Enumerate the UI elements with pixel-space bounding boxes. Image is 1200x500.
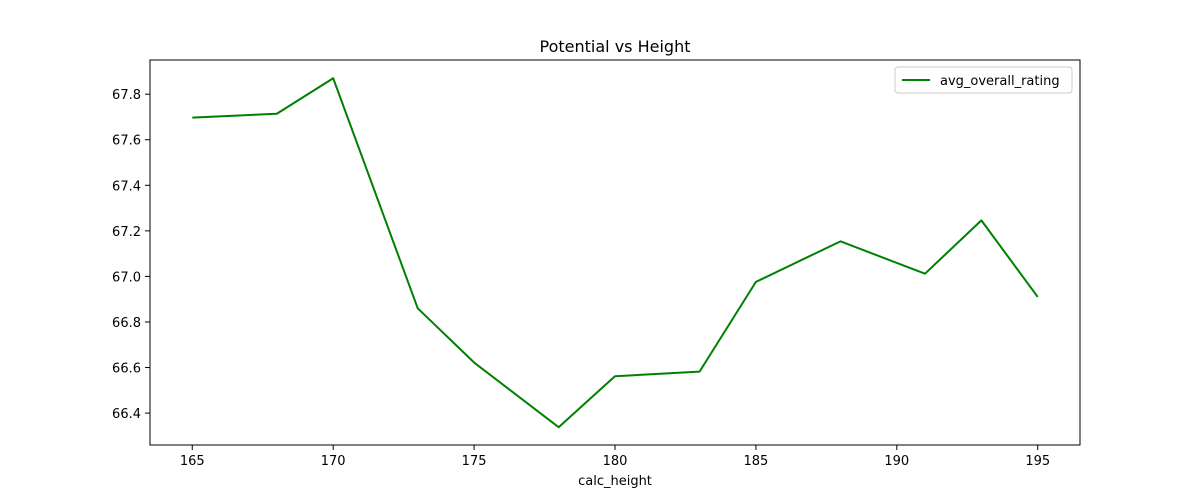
legend: avg_overall_rating	[894, 66, 1073, 94]
y-tick-label: 67.2	[112, 225, 141, 240]
x-tick-label: 175	[462, 454, 487, 469]
y-tick-label: 66.4	[112, 407, 141, 422]
y-tick-label: 67.0	[112, 270, 141, 285]
x-tick-label: 195	[1025, 454, 1050, 469]
x-axis-label: calc_height	[578, 474, 652, 489]
x-tick-label: 180	[603, 454, 628, 469]
chart-title: Potential vs Height	[540, 37, 691, 56]
legend-box	[894, 66, 1073, 94]
x-tick-label: 185	[743, 454, 768, 469]
plot-area	[192, 77, 1039, 429]
series-line	[192, 77, 1039, 429]
x-tick-label: 165	[180, 454, 205, 469]
x-axis: 165 170 175 180 185 190 195	[180, 445, 1050, 469]
y-tick-label: 66.6	[112, 362, 141, 377]
x-tick-label: 170	[321, 454, 346, 469]
x-tick-label: 190	[884, 454, 909, 469]
y-tick-label: 66.8	[112, 316, 141, 331]
y-tick-label: 67.4	[112, 179, 141, 194]
y-tick-label: 67.6	[112, 134, 141, 149]
y-tick-label: 67.8	[112, 88, 141, 103]
legend-label: avg_overall_rating	[940, 74, 1060, 89]
y-axis: 66.4 66.6 66.8 67.0 67.2 67.4 67.6 67.8	[112, 88, 150, 422]
